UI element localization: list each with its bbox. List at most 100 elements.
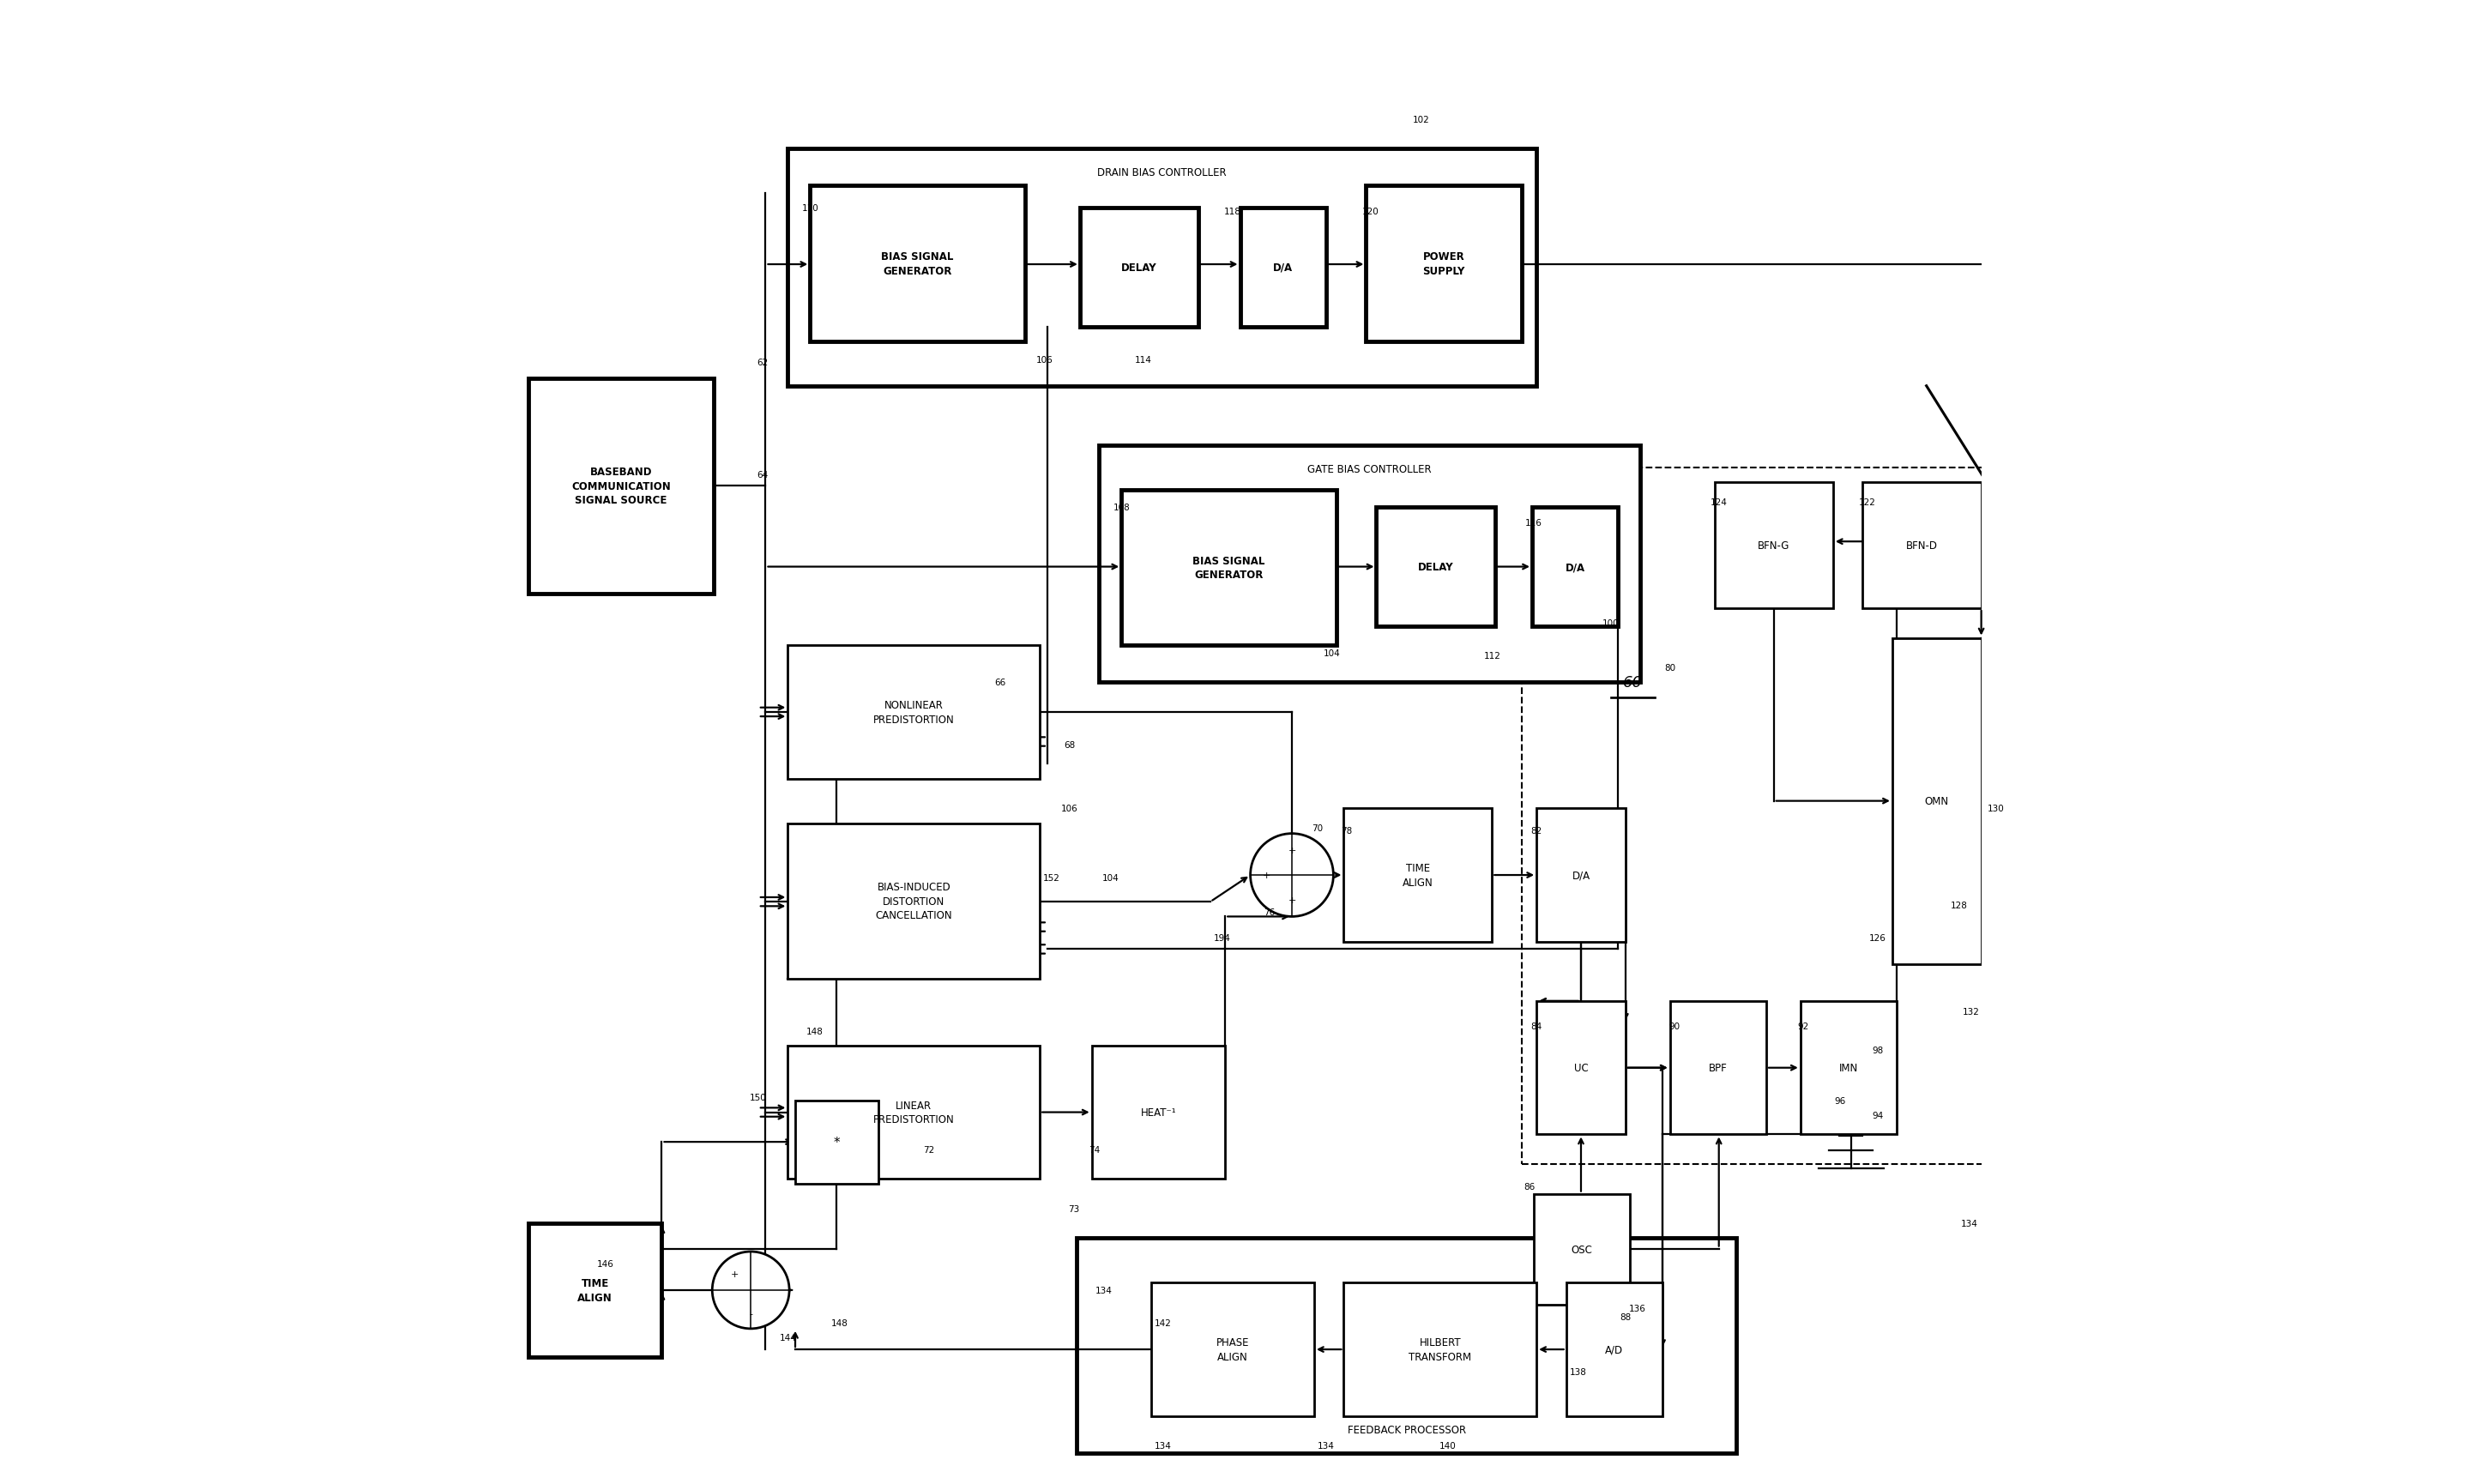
Text: HEAT⁻¹: HEAT⁻¹ (1141, 1107, 1176, 1117)
Text: 118: 118 (1225, 208, 1240, 215)
Bar (1079, 209, 1198, 326)
Text: 126: 126 (1870, 933, 1885, 942)
Text: D/A: D/A (1572, 870, 1590, 881)
Bar (1567, 1282, 1662, 1416)
Text: 142: 142 (1153, 1318, 1171, 1327)
Text: 134: 134 (1096, 1287, 1111, 1294)
Text: 76: 76 (1265, 908, 1275, 917)
Text: D/A: D/A (1565, 561, 1585, 573)
Text: 102: 102 (1414, 116, 1428, 125)
Text: FEEDBACK PROCESSOR: FEEDBACK PROCESSOR (1347, 1425, 1466, 1435)
Text: 116: 116 (1525, 518, 1543, 527)
Bar (1344, 1282, 1538, 1416)
Text: 73: 73 (1069, 1205, 1079, 1212)
Text: 84: 84 (1530, 1022, 1543, 1031)
Bar (1538, 1002, 1624, 1135)
Bar (1121, 490, 1337, 646)
Text: BASEBAND
COMMUNICATION
SIGNAL SOURCE: BASEBAND COMMUNICATION SIGNAL SOURCE (570, 466, 670, 506)
Text: 128: 128 (1949, 901, 1967, 910)
Bar (1669, 1002, 1766, 1135)
Bar (1344, 809, 1493, 942)
Text: BIAS SIGNAL
GENERATOR: BIAS SIGNAL GENERATOR (1193, 555, 1265, 580)
Text: 80: 80 (1664, 663, 1676, 672)
Text: 134: 134 (1317, 1441, 1334, 1450)
Text: +: + (1287, 896, 1297, 905)
Text: 148: 148 (831, 1318, 848, 1327)
Text: TIME
ALIGN: TIME ALIGN (578, 1278, 613, 1303)
Text: 130: 130 (1986, 804, 2004, 813)
Text: +: + (732, 1270, 739, 1278)
Bar (528, 1223, 662, 1356)
Text: 82: 82 (1530, 827, 1543, 835)
Text: 108: 108 (1114, 503, 1131, 512)
Bar (528, 378, 714, 594)
Text: 138: 138 (1570, 1367, 1587, 1376)
Text: OSC: OSC (1570, 1244, 1592, 1255)
Bar (1714, 482, 1833, 608)
Text: PHASE
ALIGN: PHASE ALIGN (1215, 1337, 1250, 1362)
Text: 146: 146 (598, 1260, 615, 1267)
Text: 66: 66 (994, 678, 1004, 687)
Bar (789, 646, 1039, 779)
Bar (789, 150, 1538, 386)
Text: 114: 114 (1136, 356, 1153, 364)
Bar (1151, 1282, 1314, 1416)
Text: BIAS SIGNAL
GENERATOR: BIAS SIGNAL GENERATOR (880, 251, 955, 278)
Bar (1533, 1195, 1629, 1304)
Text: 140: 140 (1438, 1441, 1456, 1450)
Text: UC: UC (1575, 1063, 1587, 1073)
Bar (1533, 508, 1617, 626)
Text: BFN-D: BFN-D (1907, 540, 1937, 551)
Bar (1800, 1002, 1897, 1135)
Bar (796, 1101, 878, 1184)
Text: 112: 112 (1483, 651, 1500, 660)
Text: 152: 152 (1044, 874, 1061, 883)
Text: 86: 86 (1523, 1183, 1535, 1190)
Text: 62: 62 (756, 359, 769, 367)
Text: +: + (1287, 846, 1297, 855)
Text: 150: 150 (749, 1094, 766, 1103)
Text: NONLINEAR
PREDISTORTION: NONLINEAR PREDISTORTION (873, 700, 955, 726)
Text: TIME
ALIGN: TIME ALIGN (1404, 862, 1433, 887)
Text: 60: 60 (1622, 675, 1642, 690)
Text: 104: 104 (1104, 874, 1118, 883)
Text: 98: 98 (1872, 1046, 1882, 1055)
Text: GATE BIAS CONTROLLER: GATE BIAS CONTROLLER (1307, 463, 1431, 475)
Text: D/A: D/A (1272, 263, 1292, 273)
Text: 124: 124 (1711, 497, 1729, 506)
Text: 132: 132 (1962, 1008, 1979, 1017)
Text: IMN: IMN (1840, 1063, 1858, 1073)
Text: LINEAR
PREDISTORTION: LINEAR PREDISTORTION (873, 1100, 955, 1125)
Text: 106: 106 (1061, 804, 1079, 813)
Text: 100: 100 (1602, 619, 1619, 628)
Circle shape (1250, 834, 1334, 917)
Text: -: - (749, 1309, 751, 1318)
Bar (789, 824, 1039, 979)
Bar (1099, 445, 1639, 683)
Bar (811, 187, 1024, 341)
Text: 70: 70 (1312, 824, 1322, 833)
Text: 134: 134 (1962, 1220, 1979, 1227)
Bar (789, 1046, 1039, 1180)
Text: 94: 94 (1872, 1112, 1882, 1119)
Text: 96: 96 (1835, 1097, 1845, 1106)
Text: +: + (1262, 871, 1272, 880)
Bar (1538, 809, 1624, 942)
Text: 120: 120 (1362, 208, 1379, 215)
Text: 144: 144 (779, 1333, 796, 1342)
Text: BIAS-INDUCED
DISTORTION
CANCELLATION: BIAS-INDUCED DISTORTION CANCELLATION (875, 881, 952, 922)
Text: 136: 136 (1629, 1303, 1647, 1312)
Text: DRAIN BIAS CONTROLLER: DRAIN BIAS CONTROLLER (1099, 168, 1228, 178)
Bar (1892, 638, 1982, 965)
Text: 106: 106 (1037, 356, 1054, 364)
Bar (1523, 467, 2011, 1165)
Text: OMN: OMN (1924, 795, 1949, 807)
Text: 134: 134 (1153, 1441, 1171, 1450)
Text: DELAY: DELAY (1419, 561, 1453, 573)
Text: 104: 104 (1324, 649, 1339, 657)
Text: 68: 68 (1064, 741, 1076, 749)
Text: 88: 88 (1619, 1312, 1632, 1321)
Text: BPF: BPF (1709, 1063, 1729, 1073)
Text: 64: 64 (756, 470, 769, 479)
Text: 194: 194 (1213, 933, 1230, 942)
